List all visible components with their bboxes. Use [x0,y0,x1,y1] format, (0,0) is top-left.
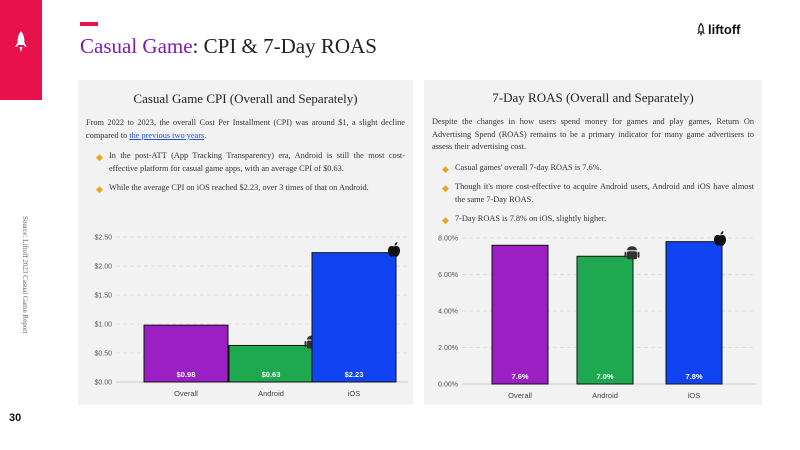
sidebar-brand-strip [0,0,42,100]
y-tick-label: $1.50 [94,293,112,300]
list-item: ◆ 7-Day ROAS is 7.8% on iOS, slightly hig… [442,214,607,225]
y-tick-label: 6.00% [438,272,458,279]
cpi-description: From 2022 to 2023, the overall Cost Per … [86,117,405,142]
apple-icon [388,242,400,257]
page-title: Casual Game: CPI & 7-Day ROAS [80,34,377,59]
y-tick-label: $0.50 [94,351,112,358]
diamond-bullet-icon: ◆ [442,163,449,174]
y-tick-label: $2.00 [94,264,112,271]
roas-bullets: ◆ Casual games' overall 7-day ROAS is 7.6… [442,162,754,226]
x-tick-label: Overall [508,391,532,400]
roas-description: Despite the changes in how users spend m… [432,117,754,151]
y-tick-label: 0.00% [438,382,458,389]
x-tick-label: Android [592,391,618,400]
roas-chart-svg: 0.00% 2.00% 4.00% 6.00% 8.00% 7.6% Overall 7.0%… [438,231,756,400]
list-item: ◆ Casual games' overall 7-day ROAS is 7.6… [442,162,602,174]
list-item: ◆ While the average CPI on iOS reached $2… [96,183,369,194]
diamond-bullet-icon: ◆ [96,152,103,162]
bar-value-label: $2.23 [345,370,364,379]
cpi-desc-end: . [204,130,207,140]
cpi-chart-svg: $0.00 $0.50 $1.00 $1.50 $2.00 $2.50 $0.98 Overa… [94,235,408,398]
cpi-panel-title: Casual Game CPI (Overall and Separately) [133,91,358,106]
x-tick-label: iOS [688,391,701,400]
bar-value-label: 7.0% [596,372,613,381]
list-item: ◆ In the post-ATT (App Tracking Transpare… [96,151,405,173]
cpi-desc-text: From 2022 to 2023, the overall Cost Per … [86,118,405,140]
y-tick-label: $1.00 [94,322,112,329]
rocket-icon [15,31,27,52]
roas-panel-title: 7-Day ROAS (Overall and Separately) [492,90,694,105]
list-item: ◆ Though it's more cost-effective to acqu… [442,182,754,204]
diamond-bullet-icon: ◆ [96,184,103,194]
bar-ios [665,241,723,385]
bar-value-label: 7.6% [511,372,528,381]
bar-value-label: $0.98 [177,370,196,379]
diamond-bullet-icon: ◆ [442,215,449,225]
y-tick-label: $2.50 [94,235,112,242]
x-tick-label: Overall [174,389,198,398]
title-highlight: Casual Game [80,34,193,58]
roas-chart: 0.00% 2.00% 4.00% 6.00% 8.00% 7.6% Overall 7.0%… [424,225,762,405]
title-rest: : CPI & 7-Day ROAS [192,34,377,58]
y-tick-label: 2.00% [438,345,458,352]
y-tick-label: 4.00% [438,309,458,316]
source-note: Source: Liftoff 2023 Casual Game Report [21,216,29,334]
apple-icon [714,231,726,246]
diamond-bullet-icon: ◆ [442,183,449,193]
x-tick-label: Android [258,389,284,398]
y-tick-label: $0.00 [94,380,112,387]
android-icon [624,246,640,260]
cpi-chart: $0.00 $0.50 $1.00 $1.50 $2.00 $2.50 $0.98 Overa… [78,225,413,405]
bar-value-label: $0.63 [262,370,281,379]
cpi-bullets: ◆ In the post-ATT (App Tracking Transpare… [96,150,405,195]
bar-ios [311,252,397,383]
page-number: 30 [9,412,22,424]
liftoff-logo: liftoff [696,22,740,37]
bar-value-label: 7.8% [685,372,702,381]
title-accent-bar [80,22,98,26]
bar-overall [143,324,229,383]
x-tick-label: iOS [348,389,361,398]
y-tick-label: 8.00% [438,236,458,243]
logo-text: liftoff [708,22,741,37]
logo-rocket-icon [697,22,705,36]
previous-years-link[interactable]: the previous two years [129,130,205,140]
bar-overall [491,244,549,385]
bar-android [576,255,634,385]
